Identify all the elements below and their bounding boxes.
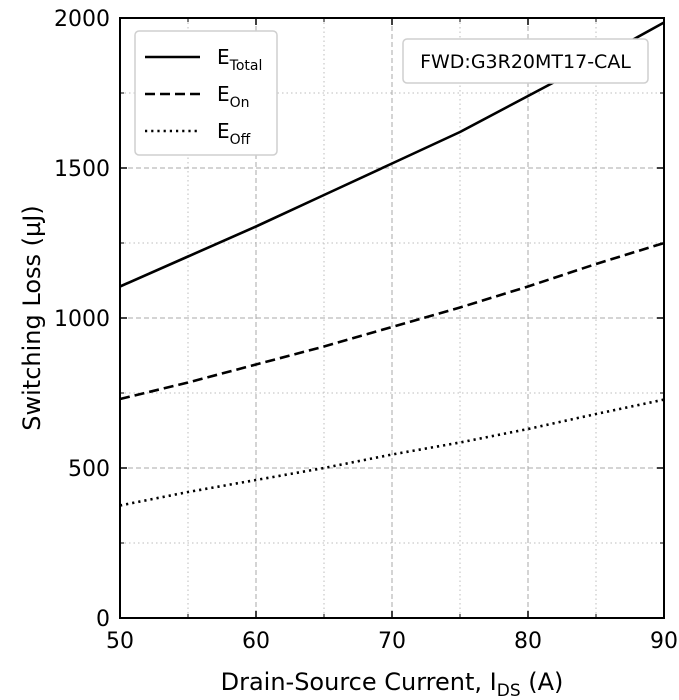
legend-label-total: ETotal [217, 45, 262, 74]
x-axis-label-suffix: (A) [521, 668, 564, 696]
y-tick-label: 2000 [54, 7, 110, 32]
y-tick-label: 0 [96, 607, 110, 632]
x-tick-label: 70 [378, 629, 406, 654]
y-tick-label: 1000 [54, 307, 110, 332]
legend-label-main: E [217, 82, 230, 106]
x-axis-label: Drain-Source Current, IDS (A) [221, 668, 564, 700]
axis-ticks [119, 17, 665, 619]
legend-label-off: EOff [217, 119, 251, 148]
annotation-text: FWD:G3R20MT17-CAL [420, 51, 631, 73]
x-tick-label: 60 [242, 629, 270, 654]
legend-label-subscript: Off [230, 132, 251, 148]
x-axis-label-subscript: DS [497, 681, 521, 700]
y-tick-label: 500 [68, 457, 110, 482]
legend-label-subscript: Total [229, 58, 263, 74]
y-tick-label: 1500 [54, 157, 110, 182]
legend-box [134, 30, 278, 156]
device-annotation: FWD:G3R20MT17-CAL [402, 38, 649, 84]
legend-label-subscript: On [230, 95, 250, 111]
x-tick-label: 90 [650, 629, 678, 654]
x-tick-label: 50 [106, 629, 134, 654]
x-tick-labels: 50 60 70 80 90 [106, 629, 678, 654]
legend-label-main: E [217, 119, 230, 143]
series-line-on [119, 241, 665, 401]
legend-label-main: E [217, 45, 230, 69]
annotation-box [402, 38, 649, 84]
legend-label-on: EOn [217, 82, 250, 111]
y-axis-label: Switching Loss (µJ) [18, 205, 46, 430]
y-tick-labels: 0 500 1000 1500 2000 [54, 7, 110, 632]
x-tick-label: 80 [514, 629, 542, 654]
x-axis-label-main: Drain-Source Current, I [221, 668, 497, 696]
